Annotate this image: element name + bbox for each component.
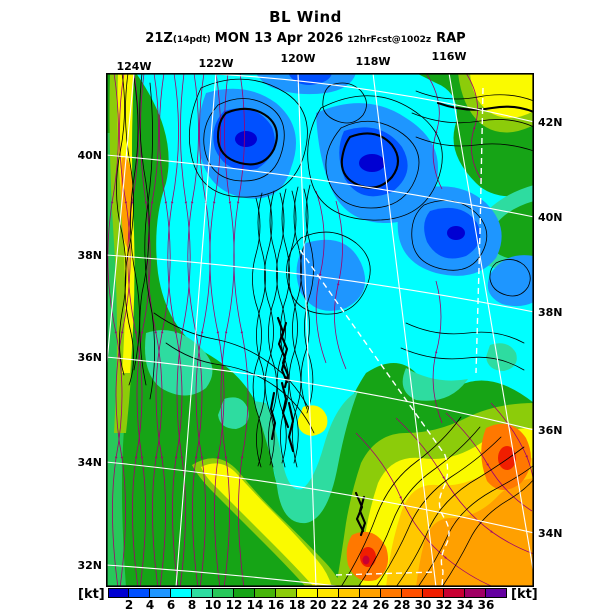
colorbar-cell (129, 588, 150, 598)
latitude-label: 36N (77, 351, 102, 364)
longitude-label: 118W (355, 55, 391, 68)
graticule (106, 73, 534, 587)
longitude-label: 122W (198, 57, 234, 70)
colorbar-cell (381, 588, 402, 598)
valid-time: 21Z (145, 31, 173, 46)
colorbar-tick-label: 6 (166, 598, 176, 611)
colorbar-cell (444, 588, 465, 598)
colorbar-tick-label: 2 (124, 598, 134, 611)
colorbar-cell (192, 588, 213, 598)
latitude-label: 40N (77, 149, 102, 162)
colorbar-cell (234, 588, 255, 598)
map-area (106, 73, 534, 588)
colorbar-unit-left: [kt] (78, 587, 105, 602)
colorbar-scale (108, 588, 507, 598)
page-subtitle: 21Z(14pdt) MON 13 Apr 2026 12hrFcst@1002z R… (0, 27, 611, 46)
colorbar-cell (402, 588, 423, 598)
colorbar-cell (318, 588, 339, 598)
colorbar-cell (486, 588, 507, 598)
colorbar-tick-label: 26 (372, 598, 390, 611)
colorbar-tick-labels: 2 4 6 8 10 12 14 16 18 20 22 24 26 28 30 32 34 36 (108, 598, 507, 611)
colorbar-tick-label: 28 (393, 598, 411, 611)
state-borders (299, 87, 484, 587)
longitude-label: 124W (116, 60, 152, 73)
wind-streamlines (107, 73, 534, 587)
colorbar-tick-label: 36 (477, 598, 495, 611)
wind-speed-map (106, 73, 534, 588)
contour-lines-bold (216, 101, 534, 537)
colorbar-tick-label: 10 (204, 598, 222, 611)
colorbar-tick-label: 30 (414, 598, 432, 611)
colorbar-cell (171, 588, 192, 598)
colorbar-tick-label: 12 (225, 598, 243, 611)
colorbar-cell (213, 588, 234, 598)
latitude-label: 34N (77, 456, 102, 469)
colorbar-tick-label: 4 (145, 598, 155, 611)
colorbar-cell (339, 588, 360, 598)
colorbar-cell (255, 588, 276, 598)
colorbar-tick-label: 34 (456, 598, 474, 611)
colorbar-tick-label: 24 (351, 598, 369, 611)
map-frame (106, 73, 534, 588)
colorbar-tick-label: 14 (246, 598, 264, 611)
forecast-hour: 12hrFcst@1002z (347, 35, 432, 45)
speed-shading (106, 73, 534, 587)
contour-lines (116, 73, 534, 587)
latitude-label: 34N (538, 527, 563, 540)
latitude-label: 40N (538, 211, 563, 224)
colorbar-cell (465, 588, 486, 598)
latitude-label: 38N (538, 306, 563, 319)
colorbar-tick-label: 16 (267, 598, 285, 611)
colorbar-cell (360, 588, 381, 598)
latitude-label: 38N (77, 249, 102, 262)
colorbar-tick-label: 32 (435, 598, 453, 611)
colorbar-tick-label: 8 (187, 598, 197, 611)
latitude-label: 32N (77, 559, 102, 572)
model-name: RAP (436, 31, 466, 46)
local-time: (14pdt) (172, 35, 211, 45)
colorbar-tick-label: 18 (288, 598, 306, 611)
longitude-label: 116W (431, 50, 467, 63)
colorbar-cell (150, 588, 171, 598)
colorbar-tick-label: 22 (330, 598, 348, 611)
colorbar-cell (276, 588, 297, 598)
colorbar-cell (108, 588, 129, 598)
latitude-label: 36N (538, 424, 563, 437)
colorbar-unit-right: [kt] (511, 587, 538, 602)
colorbar-cell (297, 588, 318, 598)
colorbar-tick-label: 20 (309, 598, 327, 611)
valid-date: MON 13 Apr 2026 (214, 31, 344, 46)
page-title: BL Wind (269, 8, 342, 26)
colorbar-cell (423, 588, 444, 598)
latitude-label: 42N (538, 116, 563, 129)
longitude-label: 120W (280, 52, 316, 65)
